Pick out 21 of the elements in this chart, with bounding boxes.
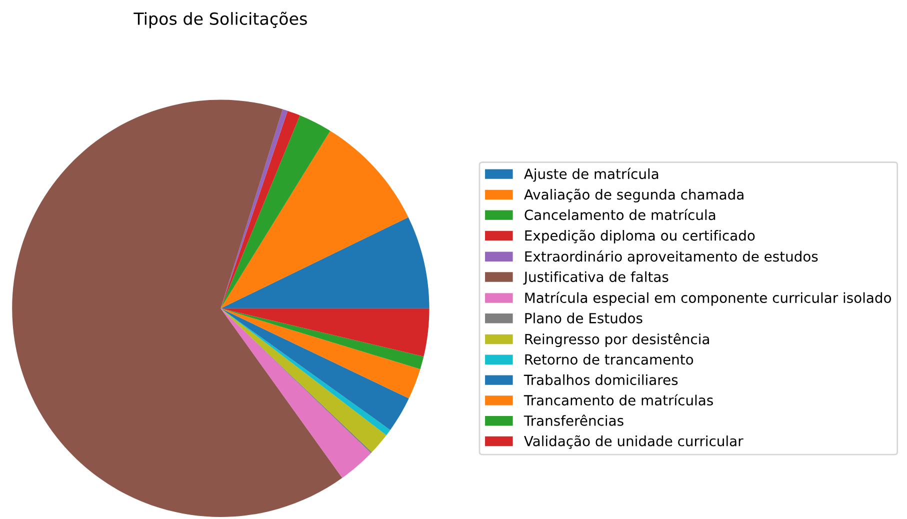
legend-label: Plano de Estudos (525, 312, 642, 324)
pie-slice (220, 109, 288, 308)
legend-label: Expedição diploma ou certificado (525, 230, 755, 244)
pie-slice (220, 110, 300, 308)
legend-label: Transferências (524, 414, 624, 426)
legend-label: Trancamento de matrículas (524, 394, 713, 406)
legend-label: Retorno de trancamento (525, 354, 694, 365)
legend-label: Ajuste de matrícula (524, 168, 658, 182)
legend-label: Matrícula especial em componente curricular isolado (525, 292, 892, 306)
chart-title: Tipos de Solicitações (134, 12, 307, 28)
legend-label: Trabalhos domiciliares (524, 374, 678, 386)
legend-label: Cancelamento de matrícula (524, 208, 716, 220)
pie-slice (220, 115, 330, 308)
pie-slice (220, 308, 430, 356)
legend-label: Reingresso por desistência (525, 333, 709, 348)
legend-label: Justificativa de faltas (523, 271, 668, 285)
legend-label: Extraordinário aproveitamento de estudos (525, 250, 818, 264)
legend-label: Validação de unidade curricular (524, 435, 744, 449)
pie-slice (12, 100, 342, 517)
pie-slice (220, 308, 424, 370)
legend-label: Avaliação de segunda chamada (524, 188, 744, 202)
